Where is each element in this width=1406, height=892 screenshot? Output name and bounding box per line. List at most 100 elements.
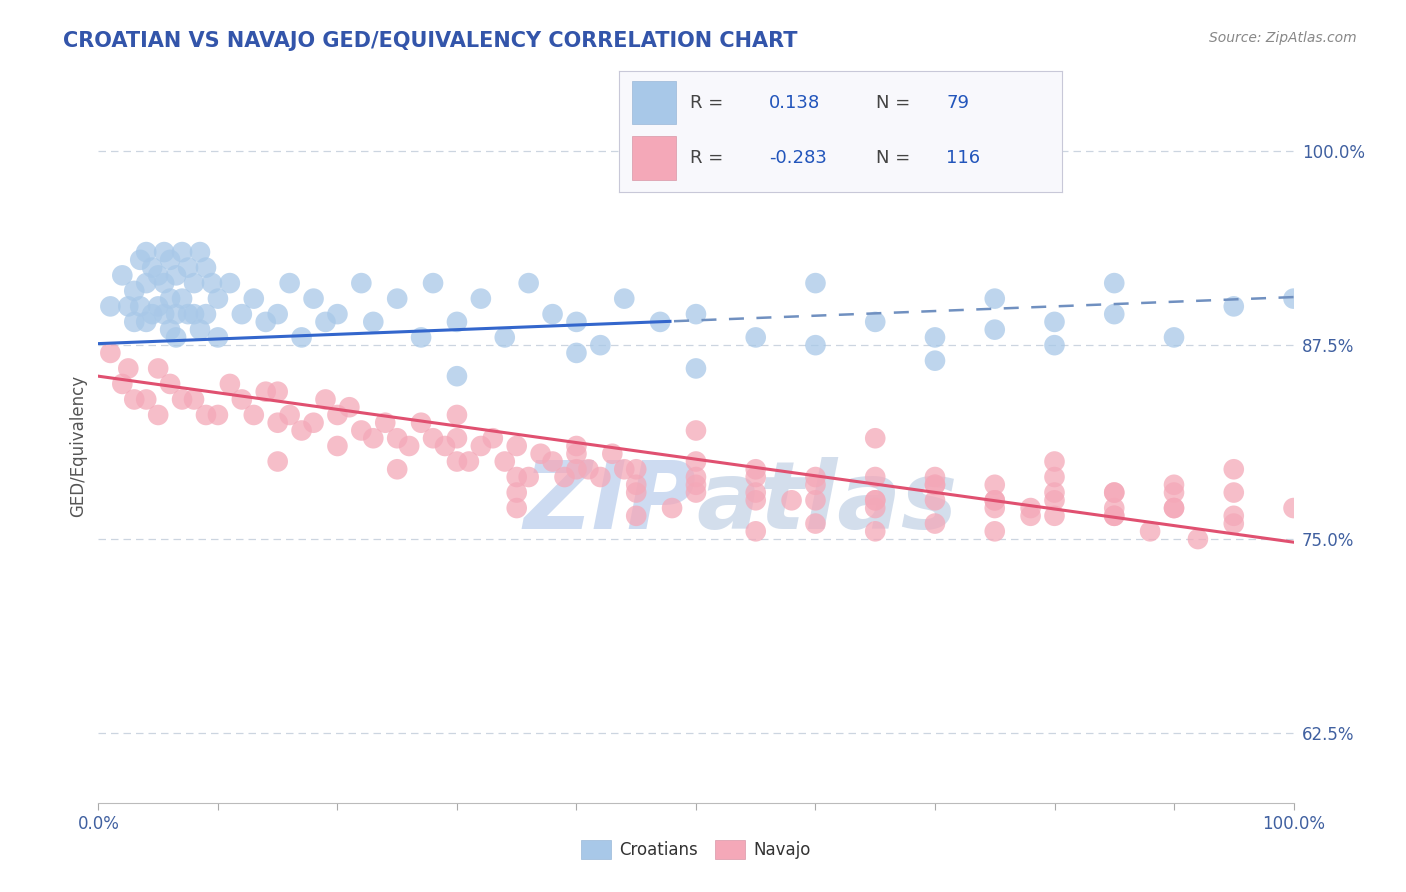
Point xyxy=(565,346,588,360)
Point xyxy=(183,307,205,321)
Point xyxy=(685,470,707,484)
Point xyxy=(865,493,887,508)
Point xyxy=(1104,508,1126,523)
Point xyxy=(153,245,176,260)
Y-axis label: GED/Equivalency: GED/Equivalency xyxy=(69,375,87,517)
Point xyxy=(172,392,194,407)
Point xyxy=(685,361,707,376)
Point xyxy=(177,260,200,275)
Point xyxy=(153,276,176,290)
Point xyxy=(804,516,827,531)
Point xyxy=(506,501,529,516)
Point xyxy=(363,315,385,329)
Point xyxy=(159,292,181,306)
Point xyxy=(117,299,139,313)
Point xyxy=(804,276,827,290)
Point xyxy=(326,408,349,422)
Point xyxy=(124,392,146,407)
Point xyxy=(565,447,588,461)
Point xyxy=(98,346,122,360)
Point xyxy=(183,276,205,290)
Point xyxy=(626,508,648,523)
Text: R =: R = xyxy=(689,149,723,167)
Point xyxy=(135,315,157,329)
Text: atlas: atlas xyxy=(696,457,957,549)
Point xyxy=(350,276,373,290)
Point xyxy=(984,501,1007,516)
Point xyxy=(98,299,122,313)
Point xyxy=(135,276,157,290)
Point xyxy=(374,416,396,430)
Point xyxy=(745,485,768,500)
Point xyxy=(745,470,768,484)
Point xyxy=(302,416,325,430)
Point xyxy=(267,384,290,399)
Point xyxy=(865,501,887,516)
Point xyxy=(188,323,211,337)
Point xyxy=(745,462,768,476)
Point xyxy=(363,431,385,445)
Point xyxy=(231,392,253,407)
Point xyxy=(446,431,468,445)
Point xyxy=(1019,501,1042,516)
Point xyxy=(207,292,229,306)
Point xyxy=(315,392,337,407)
Point xyxy=(1163,485,1185,500)
Point xyxy=(188,245,211,260)
Point xyxy=(1104,307,1126,321)
Point xyxy=(411,416,433,430)
Point xyxy=(1282,501,1305,516)
Point xyxy=(541,307,564,321)
Point xyxy=(385,462,409,476)
Point xyxy=(1223,516,1246,531)
Point xyxy=(124,284,146,298)
Point xyxy=(141,307,163,321)
Point xyxy=(626,462,648,476)
Point xyxy=(984,477,1007,491)
Point xyxy=(1043,315,1066,329)
Point xyxy=(494,454,516,468)
Point xyxy=(195,307,218,321)
Point xyxy=(984,493,1007,508)
Point xyxy=(613,292,636,306)
Point xyxy=(924,330,946,344)
Point xyxy=(589,470,612,484)
Point xyxy=(1163,477,1185,491)
Point xyxy=(434,439,457,453)
Text: -0.283: -0.283 xyxy=(769,149,827,167)
Point xyxy=(1187,532,1209,546)
Point xyxy=(565,462,588,476)
Point xyxy=(411,330,433,344)
Point xyxy=(129,299,152,313)
Point xyxy=(446,454,468,468)
Point xyxy=(385,431,409,445)
Point xyxy=(207,408,229,422)
Point xyxy=(177,307,200,321)
Point xyxy=(231,307,253,321)
Point xyxy=(626,485,648,500)
Point xyxy=(291,330,314,344)
Point xyxy=(924,477,946,491)
Point xyxy=(565,439,588,453)
Point xyxy=(626,477,648,491)
Point xyxy=(172,245,194,260)
Point xyxy=(1282,292,1305,306)
Point xyxy=(326,307,349,321)
Point xyxy=(422,276,444,290)
Point xyxy=(865,493,887,508)
Point xyxy=(745,493,768,508)
Point xyxy=(446,408,468,422)
Point xyxy=(506,470,529,484)
Point xyxy=(148,408,170,422)
Point xyxy=(159,376,181,391)
Point xyxy=(219,276,242,290)
Point xyxy=(135,392,157,407)
Bar xyxy=(631,81,676,124)
Point xyxy=(554,470,576,484)
Point xyxy=(685,477,707,491)
Point xyxy=(804,477,827,491)
Point xyxy=(302,292,325,306)
Point xyxy=(924,516,946,531)
Point xyxy=(254,384,277,399)
Point xyxy=(254,315,277,329)
